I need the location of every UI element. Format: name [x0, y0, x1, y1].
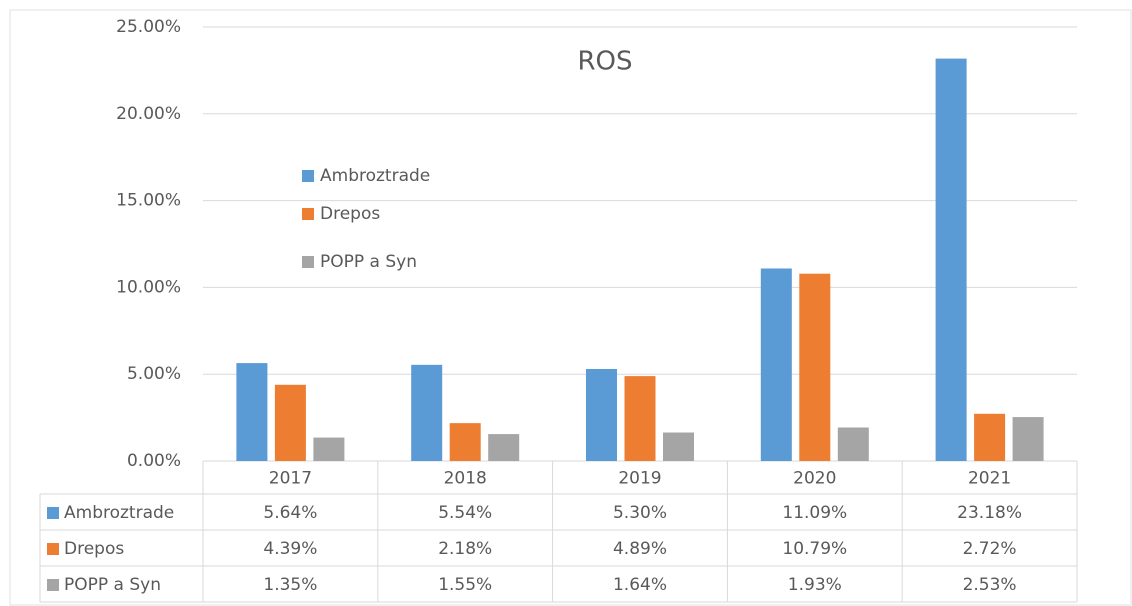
- y-tick-label: 10.00%: [116, 277, 181, 297]
- bar: [624, 376, 656, 461]
- y-tick-label: 25.00%: [116, 17, 181, 37]
- table-value: 2.18%: [438, 539, 492, 559]
- x-tick-label: 2018: [444, 469, 487, 489]
- chart-border: [9, 9, 1132, 606]
- table-series-name: POPP a Syn: [64, 575, 161, 595]
- table-value: 1.35%: [263, 575, 317, 595]
- bar: [449, 423, 481, 461]
- table-legend-swatch: [47, 507, 59, 519]
- table-value: 1.64%: [613, 575, 667, 595]
- legend-swatch: [302, 170, 314, 182]
- table-series-name: Drepos: [64, 539, 124, 559]
- bar: [663, 432, 694, 461]
- x-tick-label: 2019: [618, 469, 661, 489]
- table-value: 2.53%: [963, 575, 1017, 595]
- x-tick-label: 2021: [968, 469, 1011, 489]
- table-value: 10.79%: [782, 539, 847, 559]
- table-value: 5.54%: [438, 503, 492, 523]
- legend-label: Drepos: [320, 204, 380, 224]
- bar: [274, 384, 306, 461]
- y-tick-label: 5.00%: [127, 364, 181, 384]
- bar: [586, 368, 617, 461]
- table-legend-swatch: [47, 543, 59, 555]
- bar: [837, 427, 869, 461]
- bar: [488, 434, 520, 461]
- table-value: 11.09%: [782, 503, 847, 523]
- bar: [974, 413, 1006, 461]
- table-value: 1.93%: [788, 575, 842, 595]
- bar: [236, 363, 268, 461]
- bar: [799, 273, 831, 461]
- chart-title: ROS: [577, 47, 632, 77]
- y-tick-label: 0.00%: [127, 451, 181, 471]
- table-value: 4.89%: [613, 539, 667, 559]
- y-tick-label: 20.00%: [116, 104, 181, 124]
- bar: [313, 437, 345, 461]
- bar: [1012, 417, 1044, 461]
- legend-swatch: [302, 256, 314, 268]
- x-tick-label: 2020: [793, 469, 836, 489]
- bar: [935, 58, 967, 461]
- legend-label: Ambroztrade: [320, 166, 430, 186]
- table-value: 2.72%: [963, 539, 1017, 559]
- table-series-name: Ambroztrade: [64, 503, 174, 523]
- table-value: 1.55%: [438, 575, 492, 595]
- legend-swatch: [302, 208, 314, 220]
- table-value: 5.30%: [613, 503, 667, 523]
- legend-label: POPP a Syn: [320, 252, 417, 272]
- table-value: 4.39%: [263, 539, 317, 559]
- table-value: 5.64%: [263, 503, 317, 523]
- bar: [411, 364, 443, 461]
- y-tick-label: 15.00%: [116, 191, 181, 211]
- table-legend-swatch: [47, 579, 59, 591]
- bar: [760, 268, 792, 461]
- table-value: 23.18%: [957, 503, 1022, 523]
- x-tick-label: 2017: [269, 469, 312, 489]
